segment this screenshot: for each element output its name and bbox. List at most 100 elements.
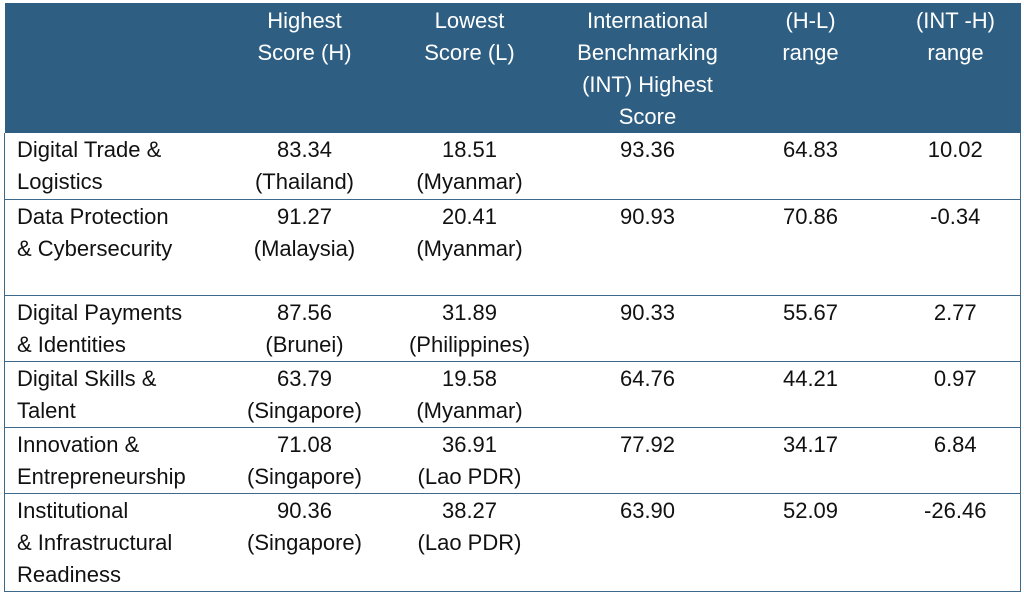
header-line: (INT -H) bbox=[915, 8, 996, 33]
header-h-l-range: (H-L) range bbox=[730, 3, 891, 133]
header-line: Benchmarking bbox=[577, 40, 718, 65]
h-l-range-cell: 34.17 bbox=[730, 427, 891, 494]
header-line: Lowest bbox=[434, 8, 505, 33]
category-line: Entrepreneurship bbox=[17, 463, 186, 489]
int-h-range-cell: 0.97 bbox=[890, 361, 1021, 428]
country-label: (Myanmar) bbox=[416, 235, 523, 261]
header-lowest-score: Lowest Score (L) bbox=[374, 3, 565, 133]
country-label: (Lao PDR) bbox=[417, 529, 522, 555]
lowest-score-cell: 38.27 (Lao PDR) bbox=[374, 493, 565, 592]
highest-score-cell: 83.34 (Thailand) bbox=[234, 133, 375, 200]
score-value: 87.56 bbox=[276, 299, 333, 325]
header-corner-cell bbox=[4, 3, 235, 133]
table-row: Institutional & Infrastructural Readines… bbox=[4, 493, 1021, 592]
country-label: (Malaysia) bbox=[253, 235, 356, 261]
score-value: 36.91 bbox=[441, 431, 498, 457]
int-highest-cell: 63.90 bbox=[564, 493, 731, 592]
score-value: 91.27 bbox=[276, 203, 333, 229]
highest-score-cell: 63.79 (Singapore) bbox=[234, 361, 375, 428]
header-line: International bbox=[586, 8, 709, 33]
int-h-range-cell: 6.84 bbox=[890, 427, 1021, 494]
header-line: Score (H) bbox=[257, 40, 352, 65]
int-h-range-cell: -0.34 bbox=[890, 199, 1021, 296]
table-row: Data Protection & Cybersecurity 91.27 (M… bbox=[4, 199, 1021, 296]
table-row: Digital Payments & Identities 87.56 (Bru… bbox=[4, 295, 1021, 362]
score-value: 83.34 bbox=[276, 137, 333, 162]
score-value: 31.89 bbox=[441, 299, 498, 325]
table-row: Digital Skills & Talent 63.79 (Singapore… bbox=[4, 361, 1021, 428]
score-comparison-table: Highest Score (H) Lowest Score (L) Inter… bbox=[4, 3, 1021, 592]
category-cell: Institutional & Infrastructural Readines… bbox=[4, 493, 235, 592]
category-line: Institutional bbox=[17, 497, 129, 523]
h-l-range-cell: 55.67 bbox=[730, 295, 891, 362]
table-header: Highest Score (H) Lowest Score (L) Inter… bbox=[4, 3, 1021, 133]
table-row: Digital Trade & Logistics 83.34 (Thailan… bbox=[4, 133, 1021, 200]
int-highest-cell: 77.92 bbox=[564, 427, 731, 494]
int-h-range-cell: -26.46 bbox=[890, 493, 1021, 592]
category-line: Readiness bbox=[17, 561, 121, 587]
int-highest-cell: 90.33 bbox=[564, 295, 731, 362]
header-line: Highest bbox=[267, 8, 342, 33]
lowest-score-cell: 31.89 (Philippines) bbox=[374, 295, 565, 362]
header-int-highest-score: International Benchmarking (INT) Highest… bbox=[564, 3, 731, 133]
highest-score-cell: 87.56 (Brunei) bbox=[234, 295, 375, 362]
table-row: Innovation & Entrepreneurship 71.08 (Sin… bbox=[4, 427, 1021, 494]
category-line: Innovation & bbox=[17, 431, 140, 457]
header-line: Score (L) bbox=[424, 40, 515, 65]
header-line: range bbox=[927, 40, 984, 65]
country-label: (Singapore) bbox=[247, 529, 362, 555]
country-label: (Philippines) bbox=[408, 331, 531, 357]
h-l-range-cell: 52.09 bbox=[730, 493, 891, 592]
category-line: & Infrastructural bbox=[17, 529, 173, 555]
highest-score-cell: 91.27 (Malaysia) bbox=[234, 199, 375, 296]
category-cell: Innovation & Entrepreneurship bbox=[4, 427, 235, 494]
country-label: (Thailand) bbox=[254, 169, 355, 194]
category-line: Logistics bbox=[17, 169, 103, 194]
score-value: 38.27 bbox=[441, 497, 498, 523]
score-value: 19.58 bbox=[441, 365, 498, 391]
int-highest-cell: 90.93 bbox=[564, 199, 731, 296]
header-int-h-range: (INT -H) range bbox=[890, 3, 1021, 133]
country-label: (Lao PDR) bbox=[417, 463, 522, 489]
header-line: (H-L) bbox=[785, 8, 836, 33]
category-line: & Identities bbox=[17, 331, 126, 357]
country-label: (Myanmar) bbox=[416, 397, 523, 423]
category-cell: Digital Skills & Talent bbox=[4, 361, 235, 428]
header-highest-score: Highest Score (H) bbox=[234, 3, 375, 133]
highest-score-cell: 90.36 (Singapore) bbox=[234, 493, 375, 592]
header-row: Highest Score (H) Lowest Score (L) Inter… bbox=[4, 3, 1021, 133]
country-label: (Brunei) bbox=[265, 331, 344, 357]
category-line: Digital Payments bbox=[17, 299, 183, 325]
h-l-range-cell: 70.86 bbox=[730, 199, 891, 296]
h-l-range-cell: 64.83 bbox=[730, 133, 891, 200]
h-l-range-cell: 44.21 bbox=[730, 361, 891, 428]
lowest-score-cell: 19.58 (Myanmar) bbox=[374, 361, 565, 428]
header-line: (INT) Highest bbox=[582, 72, 713, 97]
category-line: Data Protection bbox=[17, 203, 169, 229]
score-value: 63.79 bbox=[276, 365, 333, 391]
int-highest-cell: 64.76 bbox=[564, 361, 731, 428]
score-value: 18.51 bbox=[441, 137, 498, 162]
category-line: Talent bbox=[17, 397, 76, 423]
category-cell: Digital Payments & Identities bbox=[4, 295, 235, 362]
score-value: 71.08 bbox=[276, 431, 333, 457]
country-label: (Myanmar) bbox=[416, 169, 523, 194]
int-highest-cell: 93.36 bbox=[564, 133, 731, 200]
country-label: (Singapore) bbox=[247, 397, 362, 423]
lowest-score-cell: 18.51 (Myanmar) bbox=[374, 133, 565, 200]
table-body: Digital Trade & Logistics 83.34 (Thailan… bbox=[4, 133, 1021, 592]
country-label: (Singapore) bbox=[247, 463, 362, 489]
category-line: Digital Skills & bbox=[17, 365, 157, 391]
score-value: 20.41 bbox=[441, 203, 498, 229]
header-line: range bbox=[782, 40, 839, 65]
score-value: 90.36 bbox=[276, 497, 333, 523]
category-cell: Data Protection & Cybersecurity bbox=[4, 199, 235, 296]
int-h-range-cell: 10.02 bbox=[890, 133, 1021, 200]
int-h-range-cell: 2.77 bbox=[890, 295, 1021, 362]
category-cell: Digital Trade & Logistics bbox=[4, 133, 235, 200]
highest-score-cell: 71.08 (Singapore) bbox=[234, 427, 375, 494]
lowest-score-cell: 36.91 (Lao PDR) bbox=[374, 427, 565, 494]
category-line: Digital Trade & bbox=[17, 137, 162, 162]
lowest-score-cell: 20.41 (Myanmar) bbox=[374, 199, 565, 296]
header-line: Score bbox=[618, 104, 677, 129]
